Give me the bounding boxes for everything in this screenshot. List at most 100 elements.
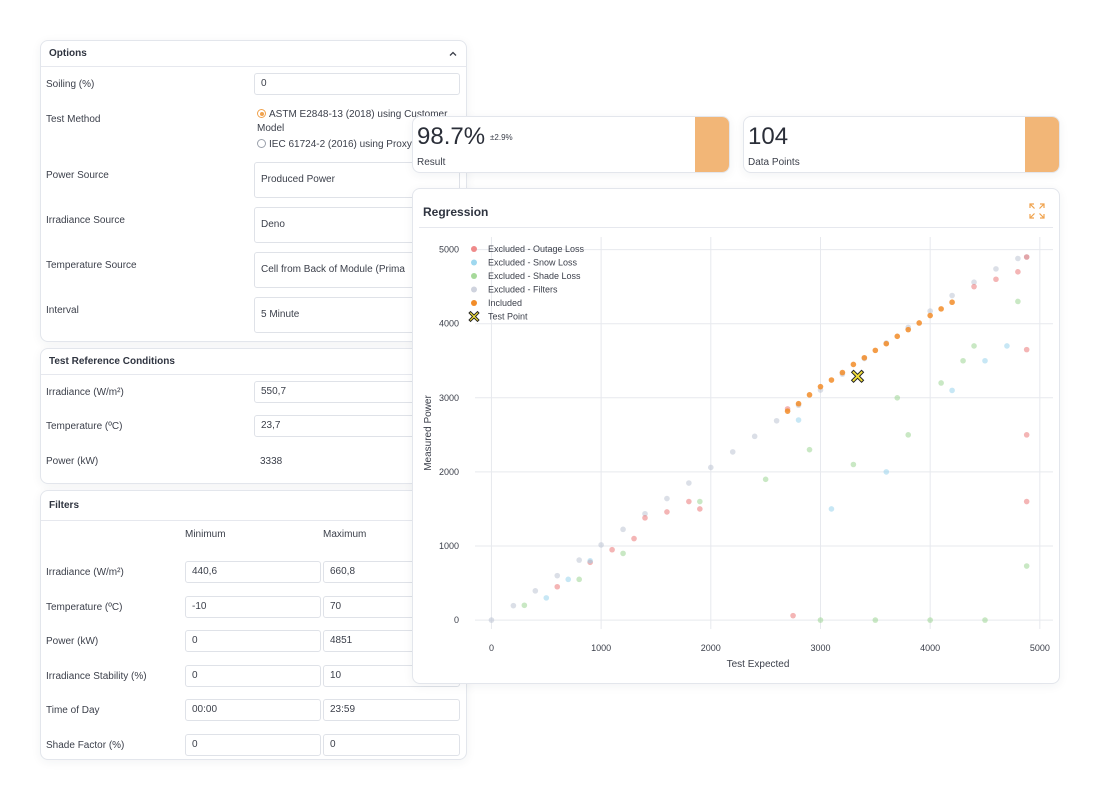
filter-max-input[interactable]: 0 (323, 733, 460, 756)
options-panel: Options Soiling (%) 0 Test Method ASTM E… (40, 40, 467, 342)
data-point (1015, 298, 1021, 305)
data-point (949, 299, 955, 306)
data-point (795, 417, 802, 423)
filter-min-input[interactable]: 00:00 (185, 699, 321, 721)
trc-header: Test Reference Conditions (41, 349, 466, 375)
test-method-label: Test Method (46, 114, 101, 125)
trc-irradiance-label: Irradiance (W/m²) (46, 387, 124, 398)
data-point (916, 320, 922, 326)
data-point (927, 312, 933, 319)
data-point (697, 506, 703, 512)
legend-swatch (471, 246, 477, 252)
filter-min-input[interactable]: 0 (185, 664, 321, 687)
data-point (949, 292, 955, 299)
data-point (872, 617, 879, 623)
filters-header: Filters (41, 491, 466, 521)
data-point (1004, 343, 1010, 349)
options-header[interactable]: Options (41, 41, 466, 67)
data-point (806, 392, 813, 398)
filter-min-input[interactable]: 0 (185, 630, 321, 652)
legend-entry: Excluded - Filters (488, 285, 558, 295)
data-point (883, 469, 890, 475)
test-method-option-2[interactable]: IEC 61724-2 (2016) using Proxy (257, 138, 462, 152)
legend-entry: Excluded - Outage Loss (488, 244, 585, 254)
data-points-value: 104 (748, 123, 789, 150)
data-point (664, 495, 670, 502)
data-point (664, 509, 670, 515)
data-point (708, 464, 714, 471)
trc-power-label: Power (kW) (46, 456, 99, 467)
data-point (729, 449, 736, 455)
x-tick-label: 5000 (1030, 643, 1050, 653)
test-method-option-1[interactable]: ASTM E2848-13 (2018) using Customer Mode… (257, 108, 462, 136)
filter-label: Power (kW) (46, 636, 99, 647)
filters-title: Filters (49, 500, 80, 511)
data-point (587, 558, 593, 564)
legend-entry: Included (488, 298, 522, 308)
expand-icon[interactable] (1029, 203, 1045, 219)
data-point (631, 535, 637, 542)
data-point (883, 340, 890, 347)
data-point (894, 333, 901, 340)
data-point (686, 480, 692, 486)
filter-min-input[interactable]: 0 (185, 733, 321, 756)
x-tick-label: 3000 (810, 643, 830, 653)
trc-title: Test Reference Conditions (49, 356, 175, 367)
legend-swatch (471, 300, 477, 306)
x-tick-label: 1000 (591, 643, 611, 653)
y-tick-label: 2000 (439, 467, 459, 477)
result-card: 98.7% ±2.9% Result (412, 116, 730, 173)
data-point (532, 588, 539, 594)
data-point (620, 550, 626, 557)
chart-title: Regression (423, 205, 489, 219)
data-point (554, 572, 561, 579)
x-axis-label: Test Expected (727, 659, 790, 670)
data-point (905, 326, 912, 333)
data-point (686, 498, 692, 505)
data-point (839, 369, 846, 376)
interval-label: Interval (46, 305, 79, 316)
result-value: 98.7% (417, 123, 486, 150)
data-point (521, 602, 528, 609)
irradiance-source-label: Irradiance Source (46, 215, 125, 226)
x-tick-label: 2000 (701, 643, 721, 653)
options-title: Options (49, 48, 87, 59)
data-point (894, 395, 901, 401)
data-point (1015, 269, 1021, 275)
filter-label: Irradiance Stability (%) (46, 670, 147, 682)
y-axis-label: Measured Power (423, 395, 434, 471)
data-point (510, 602, 517, 609)
data-point (806, 446, 813, 453)
filter-min-input[interactable]: 440,6 (185, 561, 321, 583)
regression-chart[interactable]: 0 1000 2000 3000 4000 5000 0 1000 2000 3000 4000 50… (413, 189, 1060, 684)
legend-entry: Excluded - Shade Loss (488, 271, 581, 281)
chevron-up-icon[interactable] (448, 49, 458, 59)
data-point (861, 354, 868, 361)
filter-label: Temperature (ºC) (46, 601, 123, 613)
data-point (543, 595, 550, 601)
data-point (1023, 498, 1030, 505)
filter-min-input[interactable]: -10 (185, 595, 321, 618)
data-point (642, 515, 648, 521)
data-point (620, 526, 626, 533)
data-point (905, 432, 912, 438)
data-point (817, 383, 824, 390)
radio-selected-icon[interactable] (257, 109, 266, 118)
data-point (982, 617, 988, 623)
radio-unselected-icon[interactable] (257, 139, 266, 148)
legend-test-point-icon (468, 310, 480, 323)
data-point (949, 387, 955, 394)
data-point (598, 542, 604, 548)
legend-entry: Excluded - Snow Loss (488, 258, 578, 268)
filter-max-input[interactable]: 23:59 (323, 699, 460, 721)
data-point (971, 283, 977, 290)
legend-swatch (471, 286, 477, 293)
y-tick-label: 0 (454, 615, 459, 625)
filter-label: Irradiance (W/m²) (46, 567, 124, 578)
data-point (993, 266, 999, 272)
data-point (850, 361, 857, 368)
trc-temperature-input[interactable]: 23,7 (254, 415, 460, 437)
temperature-source-label: Temperature Source (46, 260, 137, 271)
soiling-input[interactable]: 0 (254, 73, 460, 95)
data-point (642, 510, 648, 517)
